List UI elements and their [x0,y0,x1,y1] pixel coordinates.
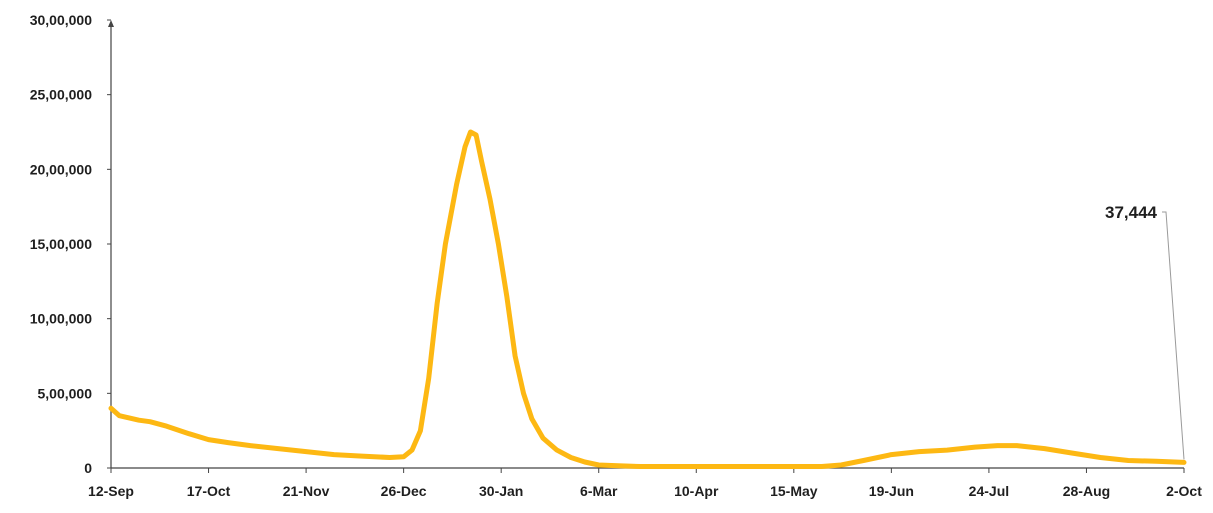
y-axis-arrow-icon [108,20,114,27]
y-tick-label: 0 [84,460,92,476]
x-tick-label: 6-Mar [580,483,618,499]
x-tick-label: 21-Nov [283,483,330,499]
x-tick-label: 26-Dec [381,483,427,499]
x-tick-label: 15-May [770,483,818,499]
x-tick-label: 30-Jan [479,483,523,499]
x-tick-label: 2-Oct [1166,483,1202,499]
y-tick-label: 30,00,000 [30,12,92,28]
series-line [108,129,1187,469]
annotation-leader-line [1162,211,1185,460]
y-tick-label: 15,00,000 [30,236,92,252]
x-tick-label: 10-Apr [674,483,719,499]
x-tick-label: 24-Jul [969,483,1009,499]
y-tick-label: 25,00,000 [30,87,92,103]
x-tick-label: 28-Aug [1063,483,1110,499]
x-tick-label: 12-Sep [88,483,134,499]
y-tick-label: 10,00,000 [30,311,92,327]
x-tick-label: 17-Oct [187,483,231,499]
y-tick-label: 5,00,000 [38,385,93,401]
annotation-label: 37,444 [1105,203,1158,222]
x-tick-label: 19-Jun [869,483,914,499]
y-tick-label: 20,00,000 [30,161,92,177]
